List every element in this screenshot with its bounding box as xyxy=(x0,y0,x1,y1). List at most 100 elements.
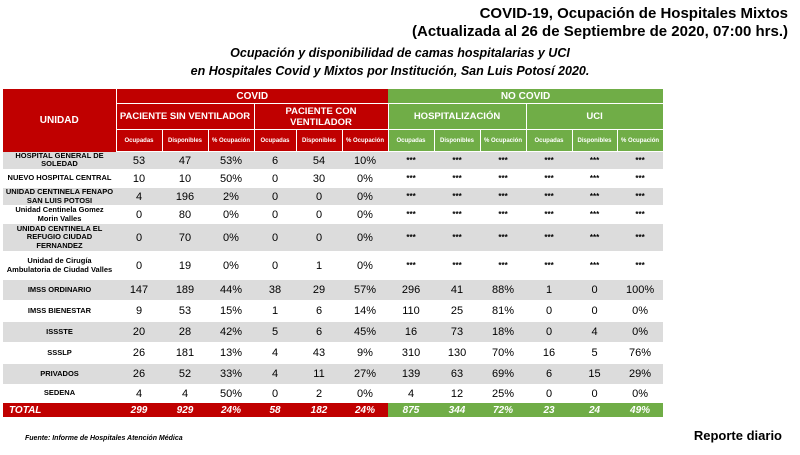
table-cell: *** xyxy=(526,251,573,280)
table-cell: 4 xyxy=(162,384,208,403)
unit-name: IMSS BIENESTAR xyxy=(3,300,116,322)
group-uci: UCI xyxy=(525,103,664,130)
unit-name: Unidad de Cirugía Ambulatoria de Ciudad … xyxy=(3,251,116,280)
table-cell: 0 xyxy=(254,205,296,224)
table-cell: 73 xyxy=(434,321,481,343)
group-con-ventilador: PACIENTE CON VENTILADOR xyxy=(253,103,389,130)
column-header-disponibles: Disponibles xyxy=(295,129,343,152)
table-row: HOSPITAL GENERAL DE SOLEDAD 53 47 53% 6 54 10%… xyxy=(3,151,664,170)
table-row: IMSS ORDINARIO 147 189 44% 38 29 57% 296 41 88% 1 0… xyxy=(3,279,664,301)
unit-name: SEDENA xyxy=(3,384,116,403)
table-cell: 0 xyxy=(296,187,342,206)
table-cell: *** xyxy=(388,223,435,252)
table-cell: 1 xyxy=(526,279,573,301)
table-cell: *** xyxy=(572,205,618,224)
table-cell: *** xyxy=(572,169,618,188)
table-cell: 0 xyxy=(296,223,342,252)
table-cell: 15% xyxy=(208,300,254,322)
total-cell: 24 xyxy=(572,402,618,417)
table-cell: 4 xyxy=(116,384,162,403)
unidad-header: UNIDAD xyxy=(3,89,117,152)
total-cell: 182 xyxy=(296,402,342,417)
table-cell: *** xyxy=(526,187,573,206)
table-row: NUEVO HOSPITAL CENTRAL 10 10 50% 0 30 0% *** ***… xyxy=(3,169,664,188)
total-cell: 875 xyxy=(388,402,435,417)
table-cell: 70% xyxy=(480,342,527,364)
unit-name: UNIDAD CENTINELA FENAPO SAN LUIS POTOSI xyxy=(3,187,116,206)
table-cell: 130 xyxy=(434,342,481,364)
table-cell: 57% xyxy=(342,279,389,301)
column-header-pct: % Ocupación xyxy=(207,129,255,152)
table-cell: 100% xyxy=(617,279,664,301)
subtitle-line-2: en Hospitales Covid y Mixtos por Institu… xyxy=(190,64,590,78)
table-row: ISSSTE 20 28 42% 5 6 45% 16 73 18% 0 4 0% xyxy=(3,321,664,343)
table-cell: 0% xyxy=(617,321,664,343)
table-cell: 42% xyxy=(208,321,254,343)
table-cell: 41 xyxy=(434,279,481,301)
table-cell: 81% xyxy=(480,300,527,322)
unit-name: SSSLP xyxy=(3,342,116,364)
table-cell: *** xyxy=(434,169,481,188)
table-cell: *** xyxy=(526,151,573,170)
table-cell: 181 xyxy=(162,342,208,364)
column-header-disponibles: Disponibles xyxy=(161,129,209,152)
table-cell: 0 xyxy=(254,384,296,403)
table-cell: *** xyxy=(617,205,664,224)
unit-name: IMSS ORDINARIO xyxy=(3,279,116,301)
total-row: TOTAL 299 929 24% 58 182 24% 875 344 72% 23 24 49% xyxy=(3,402,664,417)
table-cell: 30 xyxy=(296,169,342,188)
table-cell: 9% xyxy=(342,342,389,364)
table-cell: 0% xyxy=(208,223,254,252)
column-header-disponibles: Disponibles xyxy=(433,129,481,152)
column-header-pct: % Ocupación xyxy=(616,129,664,152)
table-cell: *** xyxy=(572,251,618,280)
table-cell: 26 xyxy=(116,342,162,364)
unit-name: NUEVO HOSPITAL CENTRAL xyxy=(3,169,116,188)
table-cell: 0 xyxy=(526,384,573,403)
table-row: PRIVADOS 26 52 33% 4 11 27% 139 63 69% 6 15 29% xyxy=(3,363,664,385)
table-cell: *** xyxy=(617,187,664,206)
table-cell: 4 xyxy=(116,187,162,206)
table-cell: 1 xyxy=(296,251,342,280)
table-cell: 0 xyxy=(116,223,162,252)
table-cell: 0 xyxy=(296,205,342,224)
table-cell: 0% xyxy=(342,205,389,224)
table-cell: 2 xyxy=(296,384,342,403)
table-cell: 0% xyxy=(208,251,254,280)
table-cell: 53 xyxy=(162,300,208,322)
table-cell: *** xyxy=(480,251,527,280)
table-cell: *** xyxy=(480,187,527,206)
table-cell: 11 xyxy=(296,363,342,385)
table-cell: 9 xyxy=(116,300,162,322)
unit-name: PRIVADOS xyxy=(3,363,116,385)
table-cell: 38 xyxy=(254,279,296,301)
table-cell: 16 xyxy=(526,342,573,364)
table-cell: 14% xyxy=(342,300,389,322)
table-cell: 2% xyxy=(208,187,254,206)
column-header-disponibles: Disponibles xyxy=(571,129,618,152)
column-header-ocupadas: Ocupadas xyxy=(253,129,297,152)
table-cell: 16 xyxy=(388,321,435,343)
table-row: Unidad de Cirugía Ambulatoria de Ciudad … xyxy=(3,251,664,280)
table-cell: *** xyxy=(388,169,435,188)
table-cell: 50% xyxy=(208,169,254,188)
occupancy-table: UNIDAD COVID NO COVID PACIENTE SIN VENTI… xyxy=(3,89,664,417)
table-cell: 0 xyxy=(572,300,618,322)
report-title: COVID-19, Ocupación de Hospitales Mixtos xyxy=(479,5,788,22)
total-cell: 58 xyxy=(254,402,296,417)
column-header-pct: % Ocupación xyxy=(479,129,527,152)
table-cell: 0 xyxy=(254,187,296,206)
table-cell: 0% xyxy=(342,223,389,252)
table-cell: 29% xyxy=(617,363,664,385)
table-row: UNIDAD CENTINELA FENAPO SAN LUIS POTOSI 4… xyxy=(3,187,664,206)
table-cell: 45% xyxy=(342,321,389,343)
table-cell: 0% xyxy=(617,300,664,322)
table-cell: 6 xyxy=(526,363,573,385)
table-cell: *** xyxy=(388,187,435,206)
table-cell: 310 xyxy=(388,342,435,364)
table-cell: 6 xyxy=(254,151,296,170)
table-cell: 4 xyxy=(388,384,435,403)
table-cell: 44% xyxy=(208,279,254,301)
table-cell: 52 xyxy=(162,363,208,385)
report-date: (Actualizada al 26 de Septiembre de 2020… xyxy=(412,23,788,40)
